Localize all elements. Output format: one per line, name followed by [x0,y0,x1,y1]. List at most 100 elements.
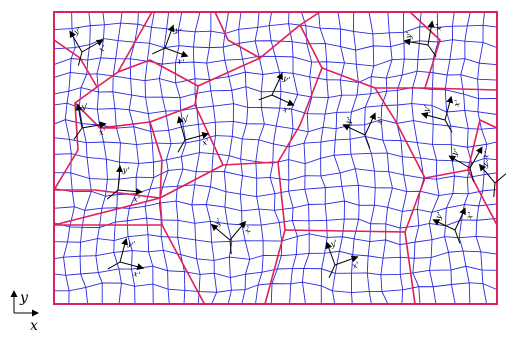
local-frame: x'y' [106,165,143,204]
mesh-line-vertical [205,11,218,305]
local-y-arrow [75,103,83,129]
local-x-label: x' [481,150,492,160]
mesh-line-horizontal [53,233,498,246]
local-tail-line [444,119,453,133]
local-y-label: y' [172,25,182,36]
local-y-label: y' [281,73,292,84]
local-frame: x' y' [69,25,108,66]
mesh-line-vertical [331,11,345,305]
grain-boundary-line [409,11,441,89]
grain-boundary-line [321,67,498,91]
local-x-label: x' [243,225,254,236]
mesh-line-vertical [112,11,123,305]
local-x-label: x' [374,116,385,126]
local-x-arrow [454,207,466,231]
mesh-line-horizontal [53,168,498,181]
grain-boundary-line [259,11,321,59]
local-tail-line [73,127,83,140]
global-axes: y x [10,290,39,334]
global-y-label: y [19,290,29,306]
local-x-label: x' [281,104,291,115]
grain-boundary-line [194,67,323,166]
global-x-label: x [30,318,38,334]
local-x-arrow [81,121,107,129]
local-x-label: x' [97,43,107,54]
local-frame: x'y' [403,20,444,57]
local-x-arrow [81,39,104,53]
local-tail-line [77,51,83,66]
local-x-label: x' [133,194,140,204]
mesh-line-vertical [411,11,425,305]
local-tail-line [107,261,121,270]
local-x-label: x' [464,211,475,221]
local-y-label: y' [480,158,492,170]
local-tail-line [258,94,273,101]
local-frame: x'y' [478,158,506,198]
mesh-line-vertical [475,11,488,305]
local-x-arrow [117,188,143,196]
local-x-label: x' [98,127,106,137]
local-y-arrow [164,24,175,49]
local-x-label: x' [201,137,210,147]
grain-boundary-line [299,24,323,69]
local-x-label: x' [452,99,462,108]
local-x-arrow [271,94,295,106]
mesh-line-vertical [254,11,265,305]
local-y-arrow [271,72,283,96]
local-x-arrow [494,167,506,184]
local-x-arrow [164,47,189,58]
local-frame: x' y' [258,72,295,115]
local-y-arrow [210,223,231,241]
local-frame: x'y' [325,238,360,279]
local-x-label: x' [132,269,141,279]
local-y-label: y' [404,31,414,40]
mesh-line-vertical [126,11,140,305]
grain-boundary-line [374,87,426,179]
local-y-label: y' [421,104,432,114]
local-y-arrow [448,155,471,169]
local-x-arrow [184,131,210,141]
grain-boundary-line [161,224,206,306]
local-y-arrow [478,163,496,184]
grain-boundary-line [149,85,199,123]
local-tail-line [177,139,186,153]
local-x-arrow [427,20,435,46]
local-tail-line [427,44,437,57]
local-x-label: x' [351,260,360,271]
local-tail-line [229,239,232,255]
mesh-line-vertical [428,11,440,305]
mesh-line-vertical [175,11,187,305]
mesh-line-vertical [288,11,299,305]
local-tail-line [469,167,475,182]
mesh-line-vertical [396,11,408,305]
mesh-line-vertical [63,11,76,305]
local-frame: x'y' [448,146,492,182]
local-y-arrow [119,237,129,263]
mesh-line-horizontal [53,200,498,213]
local-y-label: y' [71,25,82,37]
grain-boundary-line [53,39,98,191]
local-y-label: y' [80,102,89,112]
local-frame: x'y' [176,113,210,153]
local-y-arrow [325,241,336,266]
local-y-label: y' [126,238,136,249]
local-frame: x' y' [420,95,462,133]
local-y-label: y' [343,116,354,127]
local-coordinate-frames: x'y'x'y'x'y'x'y'x'y'x'y'x'y'x'y'x'y'x'y'… [69,20,506,279]
local-tail-line [364,134,371,149]
local-x-arrow [444,95,454,121]
mesh-line-vertical [301,11,313,305]
local-tail-line [493,182,496,198]
local-x-arrow [364,112,376,136]
local-x-arrow [469,146,483,169]
mesh-line-vertical [238,11,251,305]
local-tail-line [106,189,119,200]
local-frame: x' y' [73,102,107,140]
mesh-line-vertical [380,11,393,305]
local-x-arrow [119,261,145,271]
local-tail-line [151,47,166,55]
local-tail-line [328,264,336,279]
local-y-arrow [420,111,446,121]
local-y-label: y' [449,147,461,158]
